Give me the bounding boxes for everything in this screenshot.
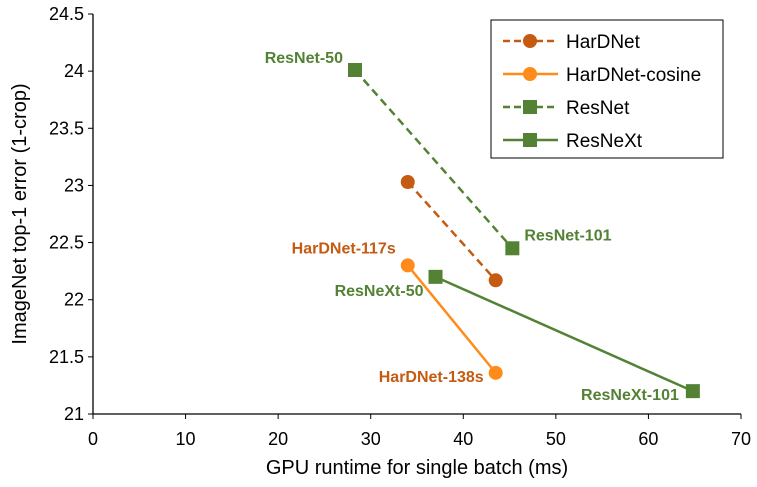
series-resnet [347,63,520,256]
x-tick-label: 0 [88,429,98,449]
data-label: HarDNet-138s [379,369,484,386]
y-tick-label: 24.5 [49,4,84,24]
y-tick-label: 21.5 [49,347,84,367]
data-point-hardnet-cosine [488,365,503,380]
x-tick-label: 70 [731,429,751,449]
legend-item-hardnet-cosine: HarDNet-cosine [503,65,701,86]
data-point-hardnet [400,175,415,189]
x-tick-label: 20 [268,429,288,449]
x-tick-label: 60 [638,429,658,449]
y-axis-title: ImageNet top-1 error (1-crop) [9,83,31,344]
x-tick-label: 50 [546,429,566,449]
x-tick-label: 40 [453,429,473,449]
series-hardnet [400,175,503,288]
data-label: HarDNet-117s [292,240,396,257]
y-tick-label: 24 [64,61,84,81]
legend-item-resnext: ResNeXt [503,131,643,152]
data-point-resnet [347,63,362,77]
legend-label: ResNeXt [566,131,643,152]
data-point-resnext [685,384,700,399]
series-line-hardnet-cosine [406,264,497,374]
series-hardnet-cosine [400,258,503,380]
series-line-resnet [354,69,514,250]
legend-item-resnet: ResNet [503,98,630,119]
legend-swatch-marker [523,34,537,48]
y-tick-label: 21 [64,404,84,424]
y-tick-label: 23.5 [49,118,84,138]
legend-label: HarDNet-cosine [566,65,701,86]
series-line-hardnet [406,181,497,282]
x-tick-label: 10 [176,429,196,449]
plot-axes [92,14,741,415]
y-tick-label: 23 [64,175,84,195]
data-label: ResNet-101 [524,227,611,244]
x-tick-label: 30 [361,429,381,449]
y-tick-label: 22.5 [49,233,84,253]
data-label: ResNeXt-101 [581,387,679,404]
legend-item-hardnet: HarDNet [503,32,641,53]
data-point-hardnet-cosine [400,258,415,273]
data-point-resnext [428,269,443,284]
series-line-resnext [435,275,694,393]
legend: HarDNet HarDNet-cosine ResNet ResNeXt [490,19,724,159]
y-tick-labels: 21 21.5 22 22.5 23 23.5 24 24.5 [49,4,93,424]
x-axis-title: GPU runtime for single batch (ms) [266,457,568,479]
legend-swatch-marker [523,100,537,114]
data-point-hardnet [488,273,503,288]
legend-label: ResNet [566,98,630,119]
legend-label: HarDNet [566,32,641,53]
series-layer [347,63,700,399]
data-label: ResNeXt-50 [335,283,424,300]
x-tick-labels: 0 10 20 30 40 50 60 70 [88,414,751,449]
y-tick-label: 22 [64,290,84,310]
data-point-resnet [505,241,520,256]
data-label: ResNet-50 [265,50,343,67]
legend-swatch-marker [523,67,537,81]
legend-swatch-marker [523,133,537,147]
data-labels: HarDNet-117s HarDNet-138s ResNet-50 ResNet-… [265,50,679,404]
series-resnext [428,269,700,399]
